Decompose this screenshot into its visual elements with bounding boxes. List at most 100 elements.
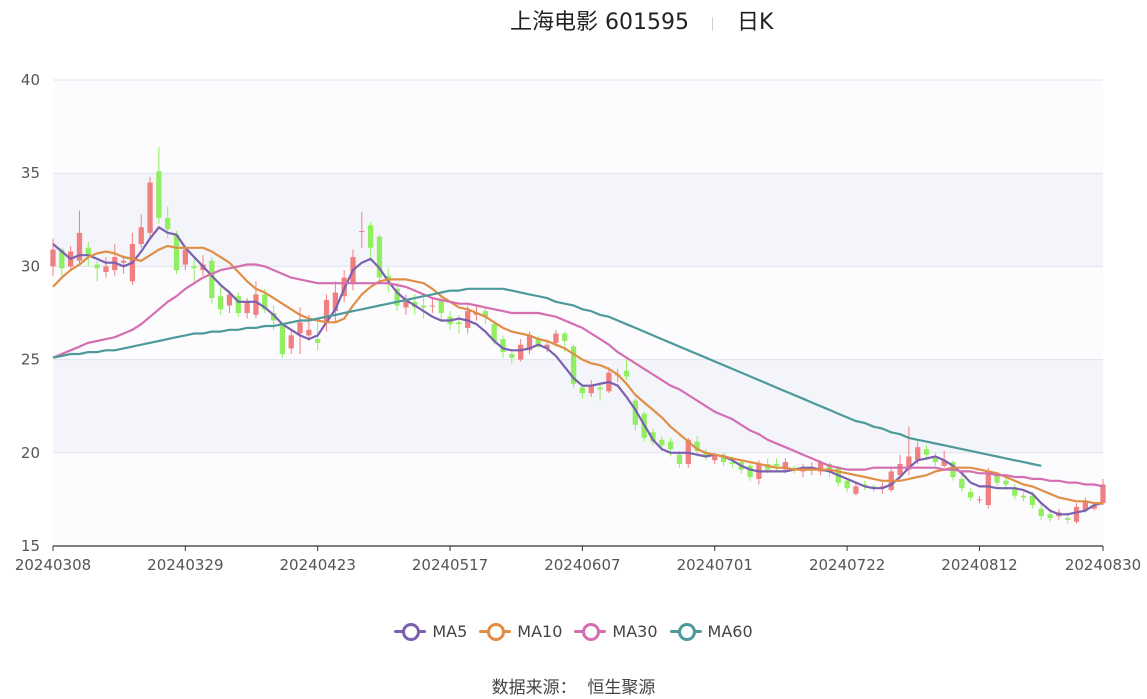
candle-body (332, 292, 338, 312)
chart-title: 上海电影 601595 (510, 10, 689, 35)
candle (429, 298, 436, 313)
candle-body (403, 299, 409, 308)
candle-body (288, 335, 294, 349)
grid-band (53, 266, 1103, 360)
candle-body (103, 266, 109, 272)
candle-body (376, 236, 383, 278)
candle (623, 359, 630, 381)
candle (703, 449, 709, 461)
legend-swatch-icon (394, 622, 427, 641)
legend-item-ma10[interactable]: MA10 (479, 622, 562, 641)
chart-period: 日K (737, 10, 774, 35)
candle-body (218, 296, 224, 310)
candle-body (279, 326, 286, 355)
candle-body (173, 234, 180, 271)
candle (773, 458, 780, 472)
candle (394, 283, 400, 312)
candle-body (156, 171, 162, 218)
candle (720, 452, 727, 466)
legend-swatch-icon (574, 622, 607, 641)
candle-body (562, 333, 568, 341)
candle (403, 294, 409, 315)
candle-body (1038, 508, 1044, 517)
candle (853, 482, 859, 496)
candle-body (826, 463, 833, 472)
candle (650, 428, 656, 446)
candle-body (518, 344, 524, 360)
candle (597, 381, 603, 401)
legend-item-ma5[interactable]: MA5 (394, 622, 467, 641)
candle (500, 335, 506, 358)
candle-body (844, 480, 850, 489)
grid-band (53, 80, 1103, 174)
candle-body (747, 465, 753, 478)
candle-body (147, 182, 153, 233)
x-tick-label: 20240701 (677, 556, 753, 574)
candle (94, 260, 100, 282)
candle-body (85, 247, 91, 256)
candle-body (315, 339, 321, 343)
legend-label: MA60 (707, 621, 753, 641)
x-tick-label: 20240329 (147, 556, 223, 574)
candle-body (59, 249, 65, 269)
candle-body (703, 452, 709, 457)
candle (420, 298, 427, 319)
legend-item-ma30[interactable]: MA30 (574, 622, 658, 641)
candle-body (923, 449, 930, 455)
x-tick-label: 20240308 (15, 556, 91, 574)
title-divider (712, 17, 713, 31)
candle-body (420, 305, 427, 308)
candle-body (632, 400, 638, 425)
candle (570, 344, 577, 388)
series-line-ma5 (52, 226, 1104, 516)
candle-body (76, 232, 83, 261)
x-tick-label: 20240722 (809, 556, 885, 574)
x-tick-label: 20240517 (412, 556, 488, 574)
candle-body (544, 344, 550, 349)
candle-body (968, 491, 974, 498)
legend: MA5 MA10 MA30 MA60 (0, 619, 1147, 643)
candle (103, 257, 109, 278)
candle-body (262, 294, 268, 310)
y-tick-label: 30 (21, 257, 40, 275)
candle-body (526, 335, 533, 351)
candle-body (729, 462, 736, 464)
y-tick-label: 40 (21, 71, 40, 89)
candle (218, 286, 224, 315)
candle (182, 247, 188, 271)
x-axis: 20240308 20240329 20240423 20240517 20240607… (15, 545, 1141, 574)
candle-body (906, 456, 912, 470)
moving-average-lines (52, 226, 1104, 516)
candle (535, 335, 541, 349)
candle-body (253, 294, 259, 315)
candle-body (359, 230, 365, 232)
candle-body (579, 387, 586, 394)
candle (173, 230, 180, 274)
legend-label: MA10 (517, 621, 563, 641)
candle-body (1065, 518, 1071, 520)
candle-body (659, 439, 665, 446)
candle-body (915, 447, 921, 461)
y-tick-label: 15 (21, 537, 40, 555)
candle-body (270, 313, 277, 321)
x-tick-label: 20240812 (941, 556, 1017, 574)
grid-band (53, 173, 1103, 267)
candle-body (1029, 495, 1036, 505)
candle-body (712, 454, 718, 461)
candle (632, 398, 638, 431)
candle-body (694, 441, 700, 451)
grid-band (53, 452, 1103, 546)
legend-item-ma60[interactable]: MA60 (669, 621, 753, 641)
candle-body (244, 301, 250, 313)
candle (368, 221, 374, 259)
legend-swatch-icon (479, 622, 512, 641)
candle-body (676, 454, 683, 464)
legend-swatch-icon (669, 622, 702, 641)
candle (844, 478, 850, 492)
y-axis: 15 20 25 30 35 40 (21, 71, 40, 555)
candle (376, 234, 383, 282)
x-tick-label: 20240423 (280, 556, 356, 574)
candle-body (50, 249, 56, 267)
candle-body (429, 305, 436, 307)
candle-body (1012, 488, 1018, 496)
